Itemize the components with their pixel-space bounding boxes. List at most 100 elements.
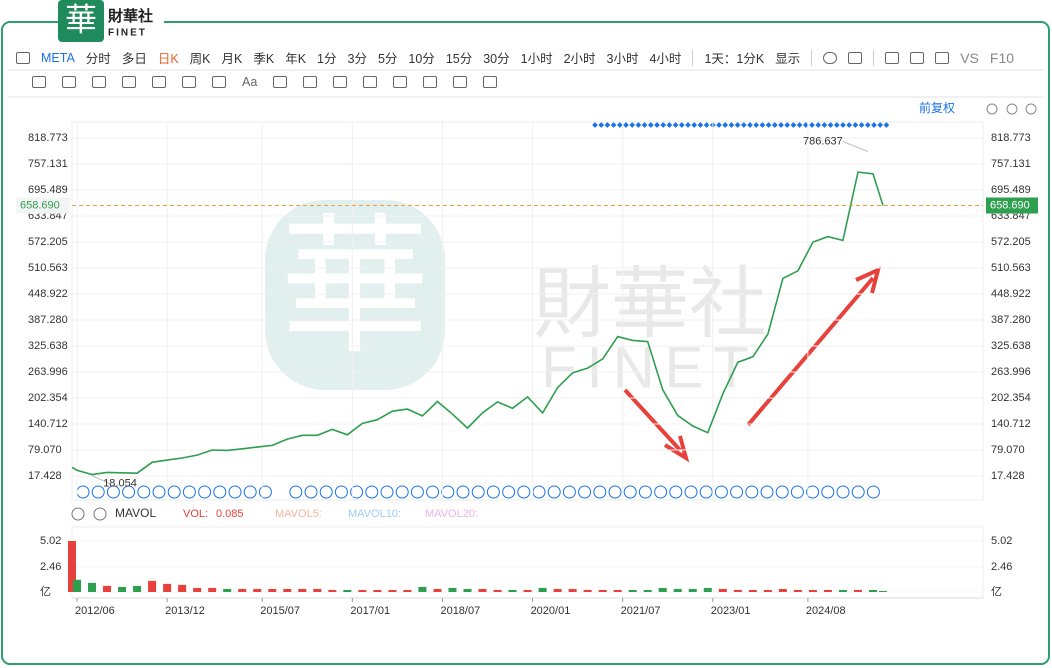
- volume-bar: [523, 589, 532, 592]
- period-tab[interactable]: 1分: [317, 52, 337, 66]
- earnings-icon: [365, 485, 379, 499]
- period-tab[interactable]: 日K: [157, 52, 179, 66]
- event-marker: [747, 122, 753, 128]
- volume-bar: [748, 589, 757, 592]
- volume-bar: [613, 589, 622, 592]
- fullscreen-icon[interactable]: [935, 51, 950, 64]
- ruler-icon[interactable]: [303, 76, 318, 88]
- period-tab[interactable]: 分时: [85, 52, 111, 66]
- eye-icon[interactable]: [363, 76, 378, 88]
- period-tab[interactable]: 5分: [377, 52, 398, 66]
- event-marker: [740, 122, 747, 128]
- adjust-mode[interactable]: 前复权: [919, 100, 955, 115]
- earnings-icon: [669, 485, 683, 499]
- period-tab[interactable]: 10分: [408, 52, 435, 66]
- y-tick-label: 757.131: [991, 158, 1031, 170]
- fib-icon[interactable]: [152, 76, 166, 88]
- period-tab[interactable]: 季K: [253, 52, 275, 66]
- period-tab[interactable]: 3小时: [606, 52, 639, 66]
- earnings-icon: [760, 485, 774, 499]
- y-tick-label: 818.773: [991, 132, 1031, 144]
- event-marker: [672, 122, 679, 128]
- note-icon[interactable]: [273, 76, 288, 88]
- display[interactable]: 显示: [775, 52, 801, 66]
- arrow-icon[interactable]: [212, 76, 226, 88]
- reset-icon[interactable]: [986, 103, 998, 115]
- logo-bg: [104, 4, 164, 40]
- indicator-name[interactable]: MAVOL: [115, 506, 156, 520]
- compare[interactable]: VS: [960, 49, 979, 66]
- event-marker: [815, 122, 822, 128]
- hide-icon[interactable]: [393, 76, 408, 88]
- info[interactable]: F10: [989, 49, 1015, 66]
- last-price-label: 658.690: [990, 199, 1030, 211]
- period-tab[interactable]: 4小时: [649, 52, 682, 66]
- volume-bar: [823, 589, 832, 592]
- period-tab[interactable]: 周K: [189, 52, 211, 66]
- line-icon[interactable]: [62, 76, 76, 88]
- period-tab[interactable]: 30分: [483, 52, 510, 66]
- volume-bar: [208, 587, 217, 592]
- volume-bar: [838, 589, 847, 592]
- settings-icon[interactable]: [823, 51, 838, 64]
- earnings-icon: [228, 485, 242, 499]
- earnings-icon: [258, 485, 272, 499]
- x-tick-label: 2015/07: [260, 605, 300, 617]
- camera-icon[interactable]: [885, 51, 900, 64]
- zoom-in-icon[interactable]: [1025, 103, 1037, 115]
- symbol[interactable]: META: [41, 50, 75, 65]
- earnings-icon: [547, 485, 561, 499]
- earnings-icon: [745, 485, 759, 499]
- y-tick-label: 17.428: [991, 470, 1025, 482]
- y-tick-label: 263.996: [991, 366, 1031, 378]
- volume-bar: [583, 589, 592, 592]
- settings-icon[interactable]: [71, 507, 85, 521]
- zoom-out-icon[interactable]: [1006, 103, 1018, 115]
- earnings-icon: [638, 485, 652, 499]
- wave-icon[interactable]: [122, 76, 136, 88]
- volume-bar: [673, 588, 682, 592]
- period-tab[interactable]: 15分: [445, 52, 473, 66]
- event-marker: [641, 122, 648, 128]
- volume-bar: [793, 589, 802, 592]
- period-tab[interactable]: 多日: [121, 52, 147, 66]
- y-tick-label: 448.922: [28, 288, 68, 300]
- link-icon[interactable]: [453, 76, 468, 88]
- period-tab[interactable]: 年K: [285, 52, 307, 66]
- separator: [811, 49, 813, 66]
- y-tick-label: 448.922: [991, 288, 1031, 300]
- y-tick-label: 387.280: [28, 314, 68, 326]
- period-tab[interactable]: 1小时: [520, 52, 553, 66]
- logo-char: 華: [65, 1, 97, 39]
- period-tab[interactable]: 3分: [347, 52, 367, 66]
- gear-icon[interactable]: [483, 76, 498, 88]
- logo-box: [58, 0, 104, 42]
- measure-icon[interactable]: [182, 76, 196, 88]
- period-tab[interactable]: 月K: [221, 52, 243, 66]
- pen-icon[interactable]: [910, 51, 925, 64]
- earnings-icon: [243, 485, 257, 499]
- event-marker: [858, 122, 865, 128]
- event-marker: [616, 122, 623, 128]
- y-tick-label: 695.489: [28, 184, 68, 196]
- earnings-icon: [456, 485, 470, 499]
- y-tick-label: 5.02: [40, 535, 61, 547]
- volume-bar: [493, 589, 502, 592]
- magnet-icon[interactable]: [333, 76, 348, 88]
- event-marker: [790, 122, 797, 128]
- delete-icon[interactable]: [423, 76, 438, 88]
- annotation-arrow: [623, 388, 690, 463]
- interval[interactable]: 1天：1分K: [704, 52, 765, 66]
- y-tick-label: 140.712: [28, 418, 68, 430]
- annotation-leader: [91, 475, 111, 485]
- text-tool[interactable]: Aa: [242, 75, 258, 89]
- close-icon[interactable]: [93, 507, 107, 521]
- period-tab[interactable]: 2小时: [563, 52, 596, 66]
- sidebar-icon[interactable]: [16, 51, 30, 64]
- earnings-icon: [471, 485, 485, 499]
- color-icon[interactable]: [848, 51, 863, 64]
- channel-icon[interactable]: [92, 76, 106, 88]
- watermark-char: 華: [280, 201, 430, 375]
- event-marker: [691, 122, 698, 128]
- move-icon[interactable]: [32, 76, 46, 88]
